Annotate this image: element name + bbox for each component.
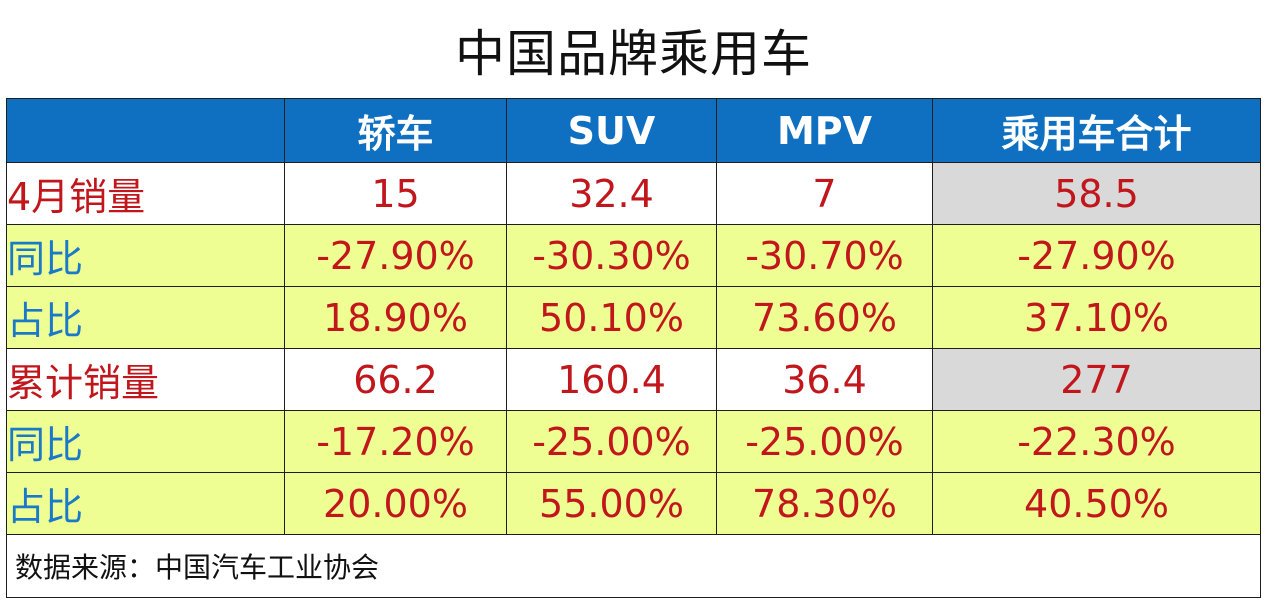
table-cell: -25.00% bbox=[716, 410, 933, 473]
row-label: 占比 bbox=[6, 286, 285, 349]
table-cell-total: 40.50% bbox=[932, 472, 1261, 535]
sales-table: 轿车 SUV MPV 乘用车合计 4月销量 15 32.4 7 58.5 同比 … bbox=[6, 98, 1261, 598]
table-cell-total: -22.30% bbox=[932, 410, 1261, 473]
table-cell: -30.30% bbox=[506, 224, 717, 287]
source-row: 数据来源：中国汽车工业协会 bbox=[6, 534, 1261, 598]
table-cell-total: 37.10% bbox=[932, 286, 1261, 349]
table-row: 4月销量 15 32.4 7 58.5 bbox=[6, 162, 1261, 225]
header-cell-total: 乘用车合计 bbox=[932, 98, 1261, 163]
row-label: 4月销量 bbox=[6, 162, 285, 225]
table-cell: -30.70% bbox=[716, 224, 933, 287]
table-row: 同比 -27.90% -30.30% -30.70% -27.90% bbox=[6, 224, 1261, 287]
table-cell: 15 bbox=[284, 162, 507, 225]
table-cell: 55.00% bbox=[506, 472, 717, 535]
table-cell: 50.10% bbox=[506, 286, 717, 349]
table-cell: -25.00% bbox=[506, 410, 717, 473]
row-label: 同比 bbox=[6, 410, 285, 473]
table-cell: 7 bbox=[716, 162, 933, 225]
table-cell: 66.2 bbox=[284, 348, 507, 411]
table-cell: -17.20% bbox=[284, 410, 507, 473]
table-cell: 20.00% bbox=[284, 472, 507, 535]
table-cell: 18.90% bbox=[284, 286, 507, 349]
table-cell: 73.60% bbox=[716, 286, 933, 349]
table-row: 累计销量 66.2 160.4 36.4 277 bbox=[6, 348, 1261, 411]
row-label: 同比 bbox=[6, 224, 285, 287]
header-cell-sedan: 轿车 bbox=[284, 98, 507, 163]
table-cell: 36.4 bbox=[716, 348, 933, 411]
table-row: 占比 20.00% 55.00% 78.30% 40.50% bbox=[6, 472, 1261, 535]
row-label: 累计销量 bbox=[6, 348, 285, 411]
row-label: 占比 bbox=[6, 472, 285, 535]
table-row: 占比 18.90% 50.10% 73.60% 37.10% bbox=[6, 286, 1261, 349]
page-title: 中国品牌乘用车 bbox=[455, 25, 812, 83]
table-cell: 78.30% bbox=[716, 472, 933, 535]
table-cell: 160.4 bbox=[506, 348, 717, 411]
header-cell-suv: SUV bbox=[506, 98, 717, 163]
header-cell-mpv: MPV bbox=[716, 98, 933, 163]
table-header-row: 轿车 SUV MPV 乘用车合计 bbox=[6, 98, 1261, 163]
table-cell-total: 58.5 bbox=[932, 162, 1261, 225]
header-cell-empty bbox=[6, 98, 285, 163]
source-note: 数据来源：中国汽车工业协会 bbox=[6, 534, 1261, 598]
table-cell: -27.90% bbox=[284, 224, 507, 287]
table-row: 同比 -17.20% -25.00% -25.00% -22.30% bbox=[6, 410, 1261, 473]
table-cell: 32.4 bbox=[506, 162, 717, 225]
table-cell-total: 277 bbox=[932, 348, 1261, 411]
table-cell-total: -27.90% bbox=[932, 224, 1261, 287]
